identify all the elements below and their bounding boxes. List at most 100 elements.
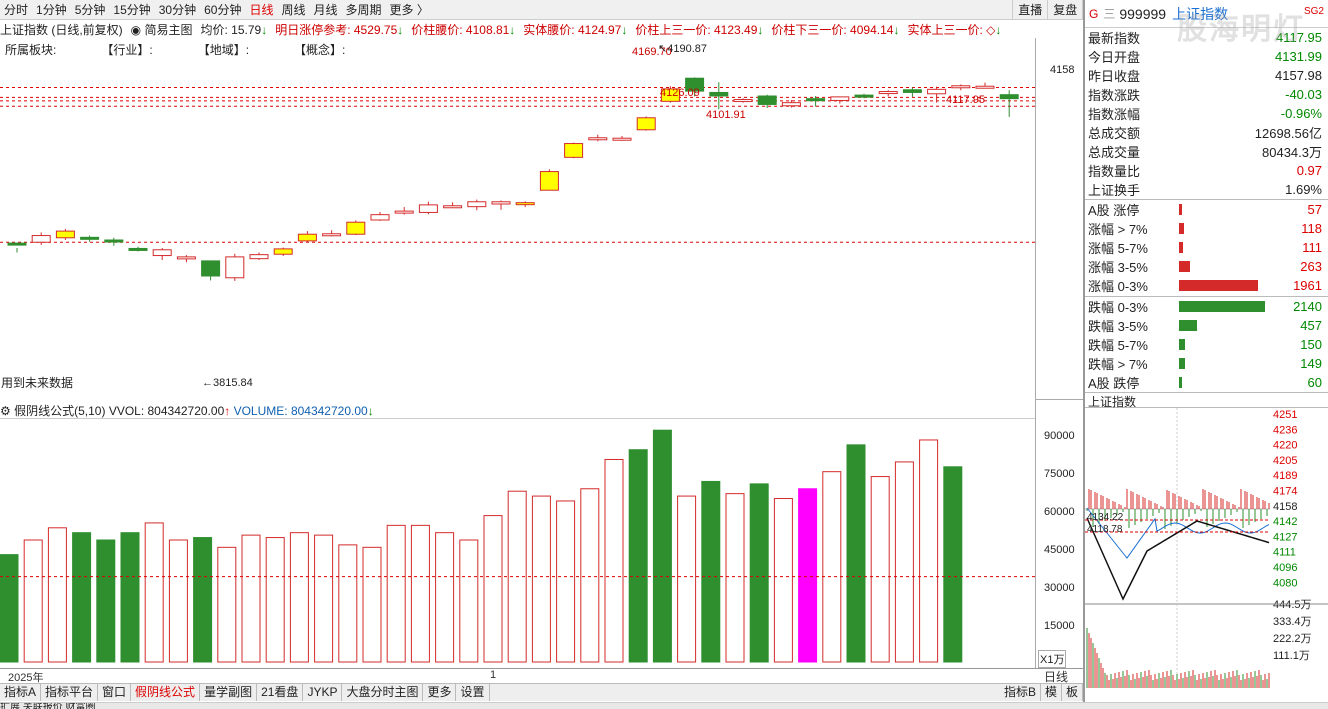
volume-bar[interactable] [628, 449, 648, 663]
volume-bar[interactable] [556, 500, 576, 663]
candle[interactable] [370, 212, 390, 221]
volume-chart[interactable] [0, 418, 1035, 666]
candle[interactable] [685, 77, 705, 97]
menu-icon[interactable]: 三 [1103, 7, 1116, 21]
period-tab[interactable]: 15分钟 [113, 2, 151, 17]
candle[interactable] [152, 248, 172, 260]
volume-bar[interactable] [943, 466, 963, 663]
board-label[interactable]: 【地域】: [197, 43, 250, 57]
volume-bar[interactable] [919, 439, 939, 663]
volume-bar[interactable] [410, 524, 430, 663]
volume-bar[interactable] [265, 537, 285, 663]
candle[interactable] [999, 90, 1019, 117]
decline-row[interactable]: 跌幅 > 7% 149 [1085, 354, 1328, 373]
period-tab[interactable]: 日线 [249, 2, 274, 17]
volume-bar[interactable] [338, 544, 358, 663]
candle[interactable] [564, 142, 584, 159]
sg-tag[interactable]: SG2 [1303, 6, 1324, 17]
candle[interactable] [660, 86, 680, 103]
volume-bar[interactable] [580, 488, 600, 663]
indicator-tab[interactable]: 假阴线公式 [131, 684, 201, 701]
candle[interactable] [709, 82, 729, 110]
volume-bar[interactable] [749, 483, 769, 663]
indicator-tab[interactable]: 更多 [423, 684, 457, 701]
decline-row[interactable]: 跌幅 0-3% 2140 [1085, 297, 1328, 316]
candle[interactable] [854, 93, 874, 99]
group-marker[interactable]: G [1089, 6, 1099, 21]
volume-bar[interactable] [894, 461, 914, 663]
volume-bar[interactable] [120, 532, 140, 663]
indicator-tab[interactable]: 21看盘 [257, 684, 304, 701]
candle[interactable] [55, 228, 75, 240]
candle[interactable] [322, 230, 342, 237]
period-tab[interactable]: 多周期 [345, 2, 382, 17]
settings-icon[interactable]: ⚙ [0, 404, 11, 418]
candle[interactable] [830, 96, 850, 104]
indicator-tab[interactable]: 模 [1041, 684, 1062, 701]
candle[interactable] [249, 252, 269, 260]
period-tab[interactable]: 分时 [4, 2, 29, 17]
period-tab[interactable]: 月线 [313, 2, 338, 17]
volume-bar[interactable] [144, 522, 164, 663]
indicator-tab[interactable]: 量学副图 [200, 684, 258, 701]
advance-row[interactable]: 涨幅 > 7% 118 [1085, 219, 1328, 238]
volume-bar[interactable] [846, 444, 866, 663]
toolbar-button[interactable]: 复盘 [1047, 0, 1082, 20]
volume-bar[interactable] [677, 495, 697, 663]
candle[interactable] [80, 235, 100, 242]
advance-row[interactable]: 涨幅 3-5% 263 [1085, 257, 1328, 276]
period-tab[interactable]: 60分钟 [204, 2, 242, 17]
candle[interactable] [443, 202, 463, 209]
indicator-tab[interactable]: 窗口 [98, 684, 132, 701]
board-label[interactable]: 【行业】: [101, 43, 153, 57]
candle[interactable] [394, 207, 414, 215]
indicator-tab[interactable]: 指标平台 [41, 684, 99, 701]
candle[interactable] [515, 201, 535, 208]
indicator-tab[interactable]: 大盘分时主图 [342, 684, 424, 701]
candle[interactable] [975, 82, 995, 89]
indicator-tab[interactable]: 指标A [0, 684, 42, 701]
candle[interactable] [201, 260, 221, 281]
candle[interactable] [902, 87, 922, 97]
volume-bar[interactable] [459, 539, 479, 663]
indicator-tab[interactable]: 板 [1062, 684, 1083, 701]
volume-bar[interactable] [773, 498, 793, 663]
volume-bar[interactable] [241, 534, 261, 663]
indicator-tab[interactable]: 指标B [1000, 684, 1041, 701]
candle[interactable] [757, 94, 777, 108]
volume-bar[interactable] [725, 493, 745, 663]
candle[interactable] [273, 247, 293, 256]
intraday-mini-chart[interactable]: 4251 4236 4220 4205 4189 4174 4158 4142 4127 4111… [1085, 408, 1328, 692]
board-label[interactable]: 【概念】: [294, 43, 346, 57]
volume-bar[interactable] [47, 527, 67, 663]
advance-row[interactable]: 涨幅 5-7% 111 [1085, 238, 1328, 257]
decline-row[interactable]: 跌幅 3-5% 457 [1085, 316, 1328, 335]
main-chart-selector[interactable]: ◉ 简易主图 [130, 23, 193, 37]
period-label[interactable]: 日线 [1044, 670, 1069, 684]
volume-bar[interactable] [701, 480, 721, 663]
volume-bar[interactable] [435, 532, 455, 663]
volume-bar[interactable] [362, 546, 382, 663]
indicator-tab[interactable]: JYKP [303, 684, 343, 701]
advance-row[interactable]: A股 涨停 57 [1085, 200, 1328, 219]
volume-bar[interactable] [870, 476, 890, 663]
volume-bar[interactable] [72, 532, 92, 663]
candle[interactable] [781, 100, 801, 108]
volume-bar[interactable] [604, 458, 624, 663]
candle[interactable] [491, 200, 511, 210]
volume-bar[interactable] [822, 471, 842, 663]
candle[interactable] [539, 169, 559, 191]
volume-bar[interactable] [168, 539, 188, 663]
candle[interactable] [176, 255, 196, 263]
indicator-tab[interactable]: 设置 [456, 684, 490, 701]
candle[interactable] [346, 220, 366, 236]
decline-row[interactable]: 跌幅 5-7% 150 [1085, 335, 1328, 354]
volume-bar[interactable] [652, 429, 672, 663]
candle[interactable] [733, 98, 753, 103]
candle[interactable] [467, 199, 487, 211]
candle[interactable] [31, 232, 51, 245]
candle[interactable] [128, 246, 148, 252]
advance-row[interactable]: 涨幅 0-3% 1961 [1085, 276, 1328, 295]
period-tab[interactable]: 1分钟 [36, 2, 67, 17]
volume-bar[interactable] [217, 546, 237, 663]
